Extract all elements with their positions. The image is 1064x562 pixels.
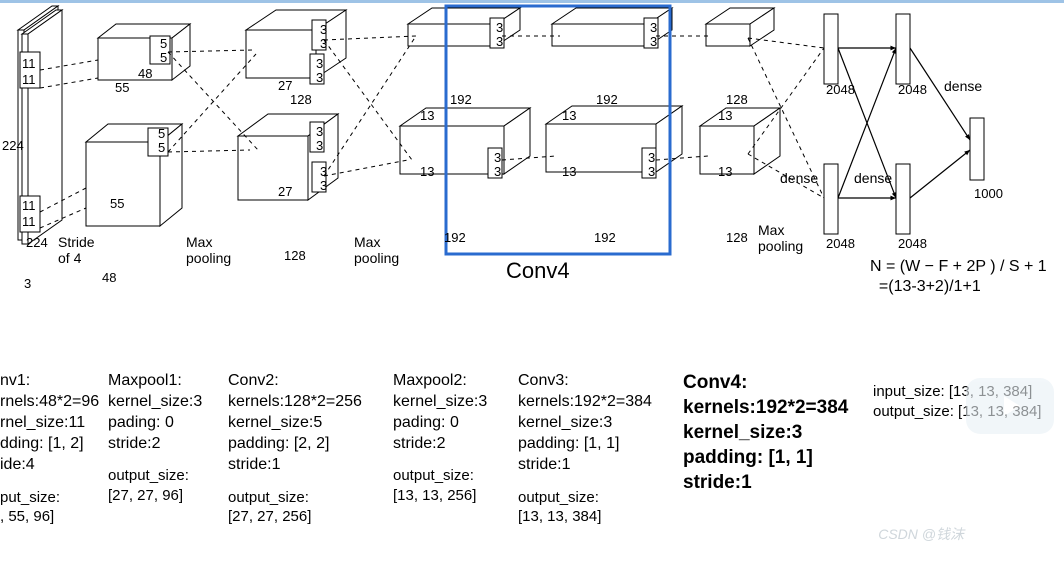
spec-title: Conv2: [228, 370, 383, 391]
spec-line: kernels:128*2=256 [228, 391, 383, 412]
spec-line: kernels:192*2=384 [518, 391, 673, 412]
spec-col: Maxpool2:kernel_size:3pading: 0stride:2 o… [393, 370, 518, 506]
spec-line: stride:1 [228, 454, 383, 475]
spec-title: Maxpool1: [108, 370, 218, 391]
spec-col: Conv4:kernels:192*2=384kernel_size:3padd… [683, 370, 873, 495]
spec-output: [27, 27, 256] [228, 507, 383, 527]
spec-col: nv1:rnels:48*2=96rnel_size:11dding: [1, … [0, 370, 108, 527]
spec-title: Conv4: [683, 370, 863, 395]
spec-title: Conv3: [518, 370, 673, 391]
spec-line: rnels:48*2=96 [0, 391, 98, 412]
spec-col: Conv3:kernels:192*2=384kernel_size:3padd… [518, 370, 683, 527]
video-play-icon [966, 378, 1054, 442]
spec-line: kernel_size:3 [108, 391, 218, 412]
spec-output-label: output_size: [518, 488, 673, 508]
spec-line: stride:1 [518, 454, 673, 475]
spec-line: stride:2 [393, 433, 508, 454]
spec-line: pading: 0 [393, 412, 508, 433]
spec-line: pading: 0 [108, 412, 218, 433]
spec-output-label: put_size: [0, 488, 98, 508]
spec-line: dding: [1, 2] [0, 433, 98, 454]
spec-output-label: output_size: [108, 466, 218, 486]
spec-output: , 55, 96] [0, 507, 98, 527]
spec-line: padding: [1, 1] [683, 445, 863, 470]
spec-line: kernel_size:3 [393, 391, 508, 412]
spec-line: kernels:192*2=384 [683, 395, 863, 420]
spec-line: kernel_size:3 [683, 420, 863, 445]
spec-line: kernel_size:5 [228, 412, 383, 433]
spec-line: rnel_size:11 [0, 412, 98, 433]
spec-title: Maxpool2: [393, 370, 508, 391]
watermark-text: CSDN @钱沫 [878, 524, 964, 544]
spec-title: nv1: [0, 370, 98, 391]
spec-col: Conv2:kernels:128*2=256kernel_size:5padd… [228, 370, 393, 527]
spec-output: [27, 27, 96] [108, 486, 218, 506]
spec-line: ide:4 [0, 454, 98, 475]
spec-output: [13, 13, 384] [518, 507, 673, 527]
spec-line: stride:1 [683, 470, 863, 495]
diagram-svg [0, 0, 1064, 300]
spec-line: stride:2 [108, 433, 218, 454]
spec-output-label: output_size: [228, 488, 383, 508]
spec-output: [13, 13, 256] [393, 486, 508, 506]
spec-output-label: output_size: [393, 466, 508, 486]
spec-line: padding: [2, 2] [228, 433, 383, 454]
alexnet-diagram: 224 224 3 11 11 11 11 Stride of 4 55 55 … [0, 0, 1064, 562]
spec-col: Maxpool1:kernel_size:3pading: 0stride:2 o… [108, 370, 228, 506]
spec-line: padding: [1, 1] [518, 433, 673, 454]
spec-line: kernel_size:3 [518, 412, 673, 433]
